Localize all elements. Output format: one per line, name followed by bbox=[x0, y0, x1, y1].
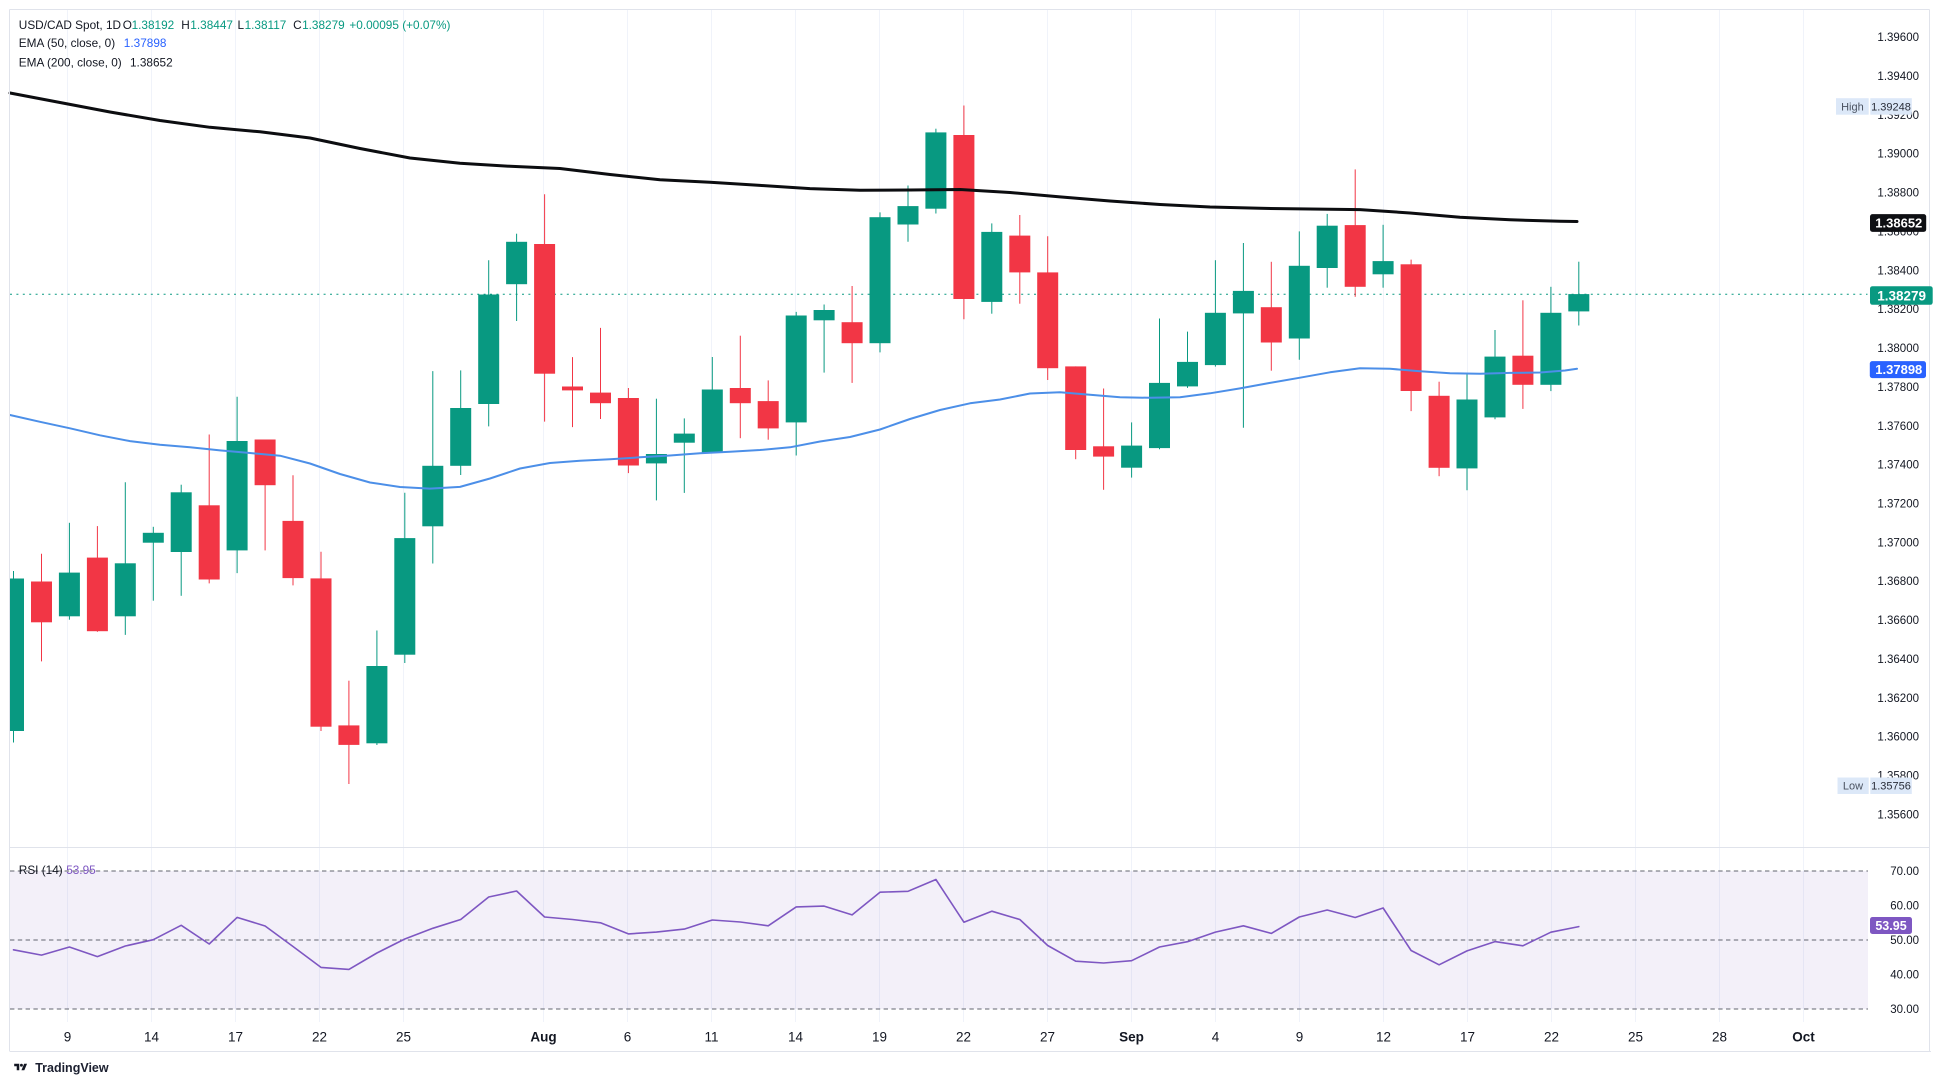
svg-text:25: 25 bbox=[396, 1030, 411, 1045]
svg-text:RSI (14)53.95: RSI (14) 53.95 bbox=[19, 863, 96, 877]
svg-text:1.38652: 1.38652 bbox=[1875, 216, 1922, 231]
svg-text:Aug: Aug bbox=[530, 1030, 556, 1045]
svg-text:Oct: Oct bbox=[1792, 1030, 1815, 1045]
svg-text:1.36400: 1.36400 bbox=[1877, 654, 1919, 666]
svg-text:1.37898: 1.37898 bbox=[1875, 362, 1922, 377]
svg-text:1.35600: 1.35600 bbox=[1877, 809, 1919, 821]
svg-text:9: 9 bbox=[64, 1030, 72, 1045]
svg-text:Low: Low bbox=[1843, 781, 1863, 793]
svg-text:1.37800: 1.37800 bbox=[1877, 382, 1919, 394]
svg-text:12: 12 bbox=[1376, 1030, 1391, 1045]
svg-text:40.00: 40.00 bbox=[1890, 970, 1919, 982]
svg-text:1.39000: 1.39000 bbox=[1877, 149, 1919, 161]
svg-text:30.00: 30.00 bbox=[1890, 1004, 1919, 1016]
svg-text:1.39400: 1.39400 bbox=[1877, 71, 1919, 83]
svg-text:1.36600: 1.36600 bbox=[1877, 615, 1919, 627]
svg-text:1.36200: 1.36200 bbox=[1877, 693, 1919, 705]
svg-text:4: 4 bbox=[1212, 1030, 1220, 1045]
svg-text:28: 28 bbox=[1712, 1030, 1727, 1045]
svg-text:EMA (200, close, 0)1.38652: EMA (200, close, 0) 1.38652 bbox=[19, 55, 173, 69]
svg-text:EMA (50, close, 0)1.37898: EMA (50, close, 0) 1.37898 bbox=[19, 36, 167, 50]
svg-text:22: 22 bbox=[312, 1030, 327, 1045]
svg-text:9: 9 bbox=[1296, 1030, 1304, 1045]
svg-text:14: 14 bbox=[144, 1030, 160, 1045]
svg-text:22: 22 bbox=[956, 1030, 971, 1045]
svg-text:1.37600: 1.37600 bbox=[1877, 421, 1919, 433]
svg-text:50.00: 50.00 bbox=[1890, 935, 1919, 947]
svg-text:1.38000: 1.38000 bbox=[1877, 343, 1919, 355]
svg-text:17: 17 bbox=[1460, 1030, 1475, 1045]
svg-text:19: 19 bbox=[872, 1030, 887, 1045]
svg-text:60.00: 60.00 bbox=[1890, 901, 1919, 913]
svg-text:11: 11 bbox=[704, 1030, 718, 1045]
svg-text:17: 17 bbox=[228, 1030, 243, 1045]
svg-text:TradingView: TradingView bbox=[35, 1061, 109, 1075]
svg-text:1.38200: 1.38200 bbox=[1877, 304, 1919, 316]
svg-text:1.35756: 1.35756 bbox=[1871, 781, 1911, 793]
svg-text:70.00: 70.00 bbox=[1890, 866, 1919, 878]
svg-text:1.38400: 1.38400 bbox=[1877, 265, 1919, 277]
svg-text:1.37000: 1.37000 bbox=[1877, 537, 1919, 549]
svg-text:1.36000: 1.36000 bbox=[1877, 732, 1919, 744]
svg-text:1.37400: 1.37400 bbox=[1877, 460, 1919, 472]
svg-text:1.38800: 1.38800 bbox=[1877, 188, 1919, 200]
svg-text:22: 22 bbox=[1544, 1030, 1559, 1045]
svg-text:1.39600: 1.39600 bbox=[1877, 32, 1919, 44]
svg-text:1.36800: 1.36800 bbox=[1877, 576, 1919, 588]
svg-text:6: 6 bbox=[624, 1030, 632, 1045]
svg-text:1.39248: 1.39248 bbox=[1871, 101, 1911, 113]
svg-text:1.37200: 1.37200 bbox=[1877, 499, 1919, 511]
svg-text:27: 27 bbox=[1040, 1030, 1055, 1045]
svg-text:Sep: Sep bbox=[1119, 1030, 1144, 1045]
svg-text:53.95: 53.95 bbox=[1875, 919, 1906, 933]
svg-text:1.38279: 1.38279 bbox=[1877, 288, 1926, 303]
svg-text:High: High bbox=[1841, 101, 1864, 113]
svg-text:14: 14 bbox=[788, 1030, 804, 1045]
svg-text:25: 25 bbox=[1628, 1030, 1643, 1045]
